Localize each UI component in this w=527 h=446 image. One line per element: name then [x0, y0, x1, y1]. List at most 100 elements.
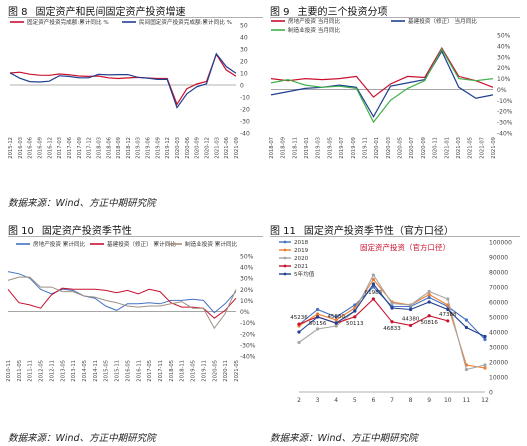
figure-10-title-text: 固定资产投资季节性 — [41, 226, 132, 237]
y-tick-label: 60000 — [489, 300, 508, 307]
data-label: 47388 — [439, 312, 457, 318]
x-tick-label: 2018-05 — [169, 360, 175, 382]
x-tick-label: 2013-11 — [71, 360, 77, 382]
data-label: 45236 — [290, 315, 308, 321]
y-tick-label: -30% — [497, 120, 513, 127]
figure-11-title: 图 11 固定资产投资季节性（官方口径） — [270, 222, 454, 237]
legend-label: 基建投资（修正） 累计同比 — [107, 240, 176, 248]
figure-10-chart: -40% -30% -20% -10% 0% 10% 20% 30% 40% 50% 2010-11… — [6, 240, 256, 382]
x-tick-label: 2015-12 — [8, 137, 14, 159]
y-tick-label: -20% — [497, 109, 513, 116]
legend-label: 2019 — [294, 248, 309, 254]
series-point — [409, 303, 413, 307]
x-tick-label: 2019-03 — [316, 137, 322, 159]
x-tick-label: 2017-11 — [158, 360, 164, 382]
series-point — [446, 303, 450, 307]
y-tick-label: 10000 — [489, 375, 508, 382]
x-tick-label: 2012-11 — [49, 360, 55, 382]
series-point — [390, 306, 394, 310]
y-tick-label: 0% — [497, 87, 507, 94]
series-line-1 — [9, 52, 237, 109]
x-tick-label: 2010-11 — [6, 360, 12, 382]
series-line-2 — [270, 47, 494, 124]
x-tick-label: 2019-01 — [304, 137, 310, 159]
x-tick-label: 2021-09 — [491, 137, 497, 159]
x-tick-label: 2017-09 — [77, 137, 83, 159]
x-tick-label: 2014-05 — [82, 360, 88, 382]
x-tick-label: 2019-06 — [146, 137, 152, 159]
x-tick-label: 2012-05 — [39, 360, 45, 382]
y-tick-label: 10 — [240, 71, 248, 78]
x-tick-label: 2018-06 — [106, 137, 112, 159]
figure-8-divider — [8, 17, 263, 18]
series-point — [390, 320, 394, 324]
x-tick-label: 2021-05 — [468, 137, 474, 159]
y-tick-label: -10% — [497, 98, 513, 105]
y-tick-label: -30 — [240, 119, 250, 126]
data-label: 50113 — [346, 321, 364, 327]
series-point — [334, 324, 338, 328]
series-point — [427, 300, 431, 304]
x-tick-label: 2020-05 — [212, 360, 218, 382]
x-tick-label: 2018-11 — [292, 137, 298, 159]
x-tick-label: 5 — [353, 397, 357, 404]
x-tick-label: 2020-11 — [433, 137, 439, 159]
x-tick-label: 10 — [444, 397, 452, 404]
x-tick-label: 2021-05 — [234, 360, 240, 382]
x-tick-label: 2018-09 — [116, 137, 122, 159]
series-point — [334, 315, 338, 319]
series-point — [371, 273, 375, 277]
x-tick-label: 8 — [409, 397, 413, 404]
series-point — [483, 334, 487, 339]
figure-10-number: 图 10 — [8, 226, 34, 237]
x-tick-label: 2019-05 — [327, 137, 333, 159]
x-tick-label: 2018-07 — [269, 137, 275, 159]
figure-11-number: 图 11 — [270, 226, 296, 237]
figure-9-title: 图 9 主要的三个投资分项 — [270, 3, 388, 18]
x-tick-label: 2020-09 — [421, 137, 427, 159]
series-point — [409, 307, 413, 312]
x-tick-label: 2020-05 — [398, 137, 404, 159]
series-point — [297, 322, 301, 326]
series-line-1 — [298, 278, 486, 369]
x-tick-label: 2017-03 — [57, 137, 63, 159]
x-tick-label: 2021-06 — [224, 137, 230, 159]
x-tick-label: 2019-03 — [136, 137, 142, 159]
series-point — [334, 321, 338, 325]
legend-label: 5年均值 — [294, 270, 315, 278]
x-tick-label: 2020-12 — [205, 137, 211, 159]
x-tick-label: 2018-12 — [126, 137, 132, 159]
figure-11-title-text: 固定资产投资季节性（官方口径） — [303, 226, 454, 237]
x-tick-label: 2015-05 — [104, 360, 110, 382]
y-tick-label: -40 — [240, 131, 250, 138]
x-tick-label: 2017-05 — [147, 360, 153, 382]
data-label: 61983 — [365, 290, 383, 296]
figure-9-divider — [270, 17, 520, 18]
series-line-2 — [7, 276, 237, 330]
x-tick-label: 2020-09 — [195, 137, 201, 159]
x-tick-label: 2020-11 — [223, 360, 229, 382]
y-tick-label: 50% — [240, 254, 254, 261]
x-tick-label: 2021-03 — [214, 137, 220, 159]
figure-10-title: 图 10 固定资产投资季节性 — [8, 222, 132, 237]
figure-11-divider — [270, 236, 520, 237]
series-point — [464, 325, 468, 330]
x-tick-label: 2013-05 — [60, 360, 66, 382]
series-point — [409, 323, 413, 328]
y-tick-label: 20 — [240, 59, 248, 66]
series-point — [353, 315, 357, 319]
legend-label: 2018 — [294, 240, 309, 246]
y-tick-label: 30000 — [489, 345, 508, 352]
series-point — [483, 363, 487, 367]
series-point — [316, 312, 320, 316]
figure-9-number: 图 9 — [270, 7, 290, 18]
figure-8-number: 图 8 — [8, 7, 28, 18]
series-line-1 — [270, 50, 494, 118]
x-tick-label: 2021-01 — [444, 137, 450, 159]
y-tick-label: 80000 — [489, 270, 508, 277]
x-tick-label: 2018-09 — [281, 137, 287, 159]
x-tick-label: 6 — [371, 397, 375, 404]
y-tick-label: 20000 — [489, 360, 508, 367]
y-tick-label: -20 — [240, 107, 250, 114]
series-line-1 — [7, 287, 237, 319]
